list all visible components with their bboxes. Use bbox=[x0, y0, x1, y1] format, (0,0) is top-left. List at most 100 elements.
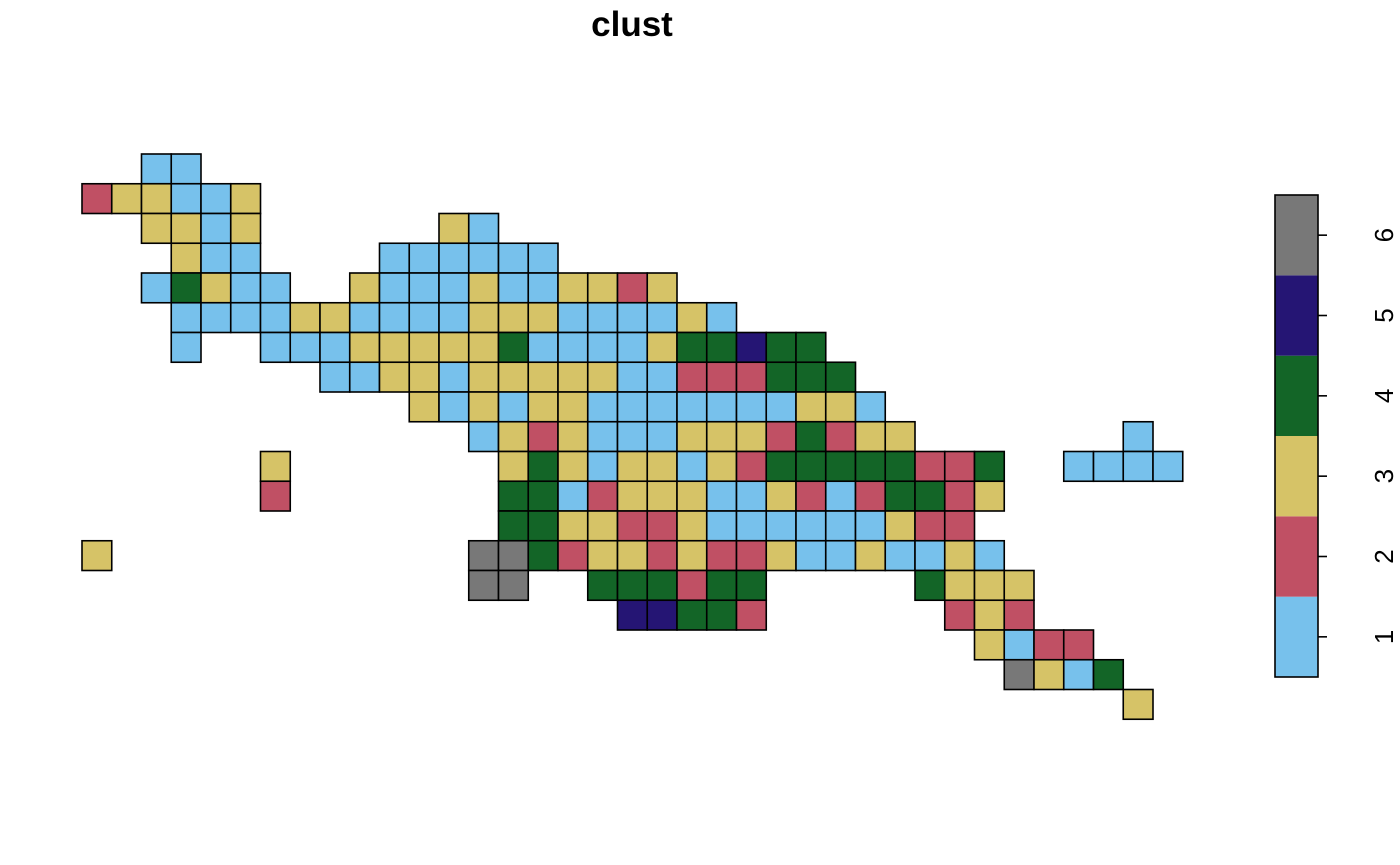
raster-cell bbox=[170, 182, 202, 215]
raster-cell bbox=[378, 272, 411, 304]
raster-cell bbox=[735, 450, 768, 483]
raster-cell bbox=[795, 391, 827, 423]
raster-cell bbox=[646, 331, 678, 364]
raster-cell bbox=[557, 361, 589, 393]
raster-cell bbox=[854, 420, 887, 453]
raster-cell bbox=[943, 480, 976, 512]
raster-cell bbox=[408, 331, 440, 364]
raster-cell bbox=[408, 301, 440, 334]
raster-cell bbox=[795, 450, 827, 483]
raster-cell bbox=[527, 301, 559, 334]
raster-cell bbox=[1033, 658, 1065, 691]
raster-cell bbox=[467, 569, 500, 602]
raster-cell bbox=[824, 480, 857, 512]
raster-cell bbox=[943, 599, 976, 631]
raster-cell bbox=[1003, 629, 1035, 661]
raster-cell bbox=[467, 242, 500, 274]
raster-cell bbox=[705, 510, 738, 542]
raster-cell bbox=[616, 599, 649, 631]
raster-cell bbox=[943, 510, 976, 542]
raster-cell bbox=[229, 212, 262, 245]
raster-cell bbox=[646, 420, 678, 453]
raster-cell bbox=[140, 212, 173, 245]
color-legend: 1 2 3 4 5 6 bbox=[1274, 194, 1399, 678]
raster-cell bbox=[497, 361, 530, 393]
raster-cell bbox=[1122, 450, 1154, 483]
raster-cell bbox=[378, 361, 411, 393]
raster-cell bbox=[705, 599, 738, 631]
raster-cell bbox=[438, 301, 470, 334]
raster-cell bbox=[973, 569, 1006, 602]
raster-cell bbox=[616, 450, 649, 483]
raster-cell bbox=[795, 480, 827, 512]
raster-cell bbox=[408, 242, 440, 274]
raster-cell bbox=[705, 420, 738, 453]
raster-cell bbox=[616, 510, 649, 542]
raster-cell bbox=[616, 331, 649, 364]
legend-tick-label: 6 bbox=[1369, 228, 1399, 242]
raster-cell bbox=[973, 450, 1006, 483]
raster-cell bbox=[200, 212, 232, 245]
raster-cell bbox=[497, 510, 530, 542]
raster-cell bbox=[229, 272, 262, 304]
raster-cell bbox=[735, 539, 768, 572]
raster-cell bbox=[557, 272, 589, 304]
raster-cell bbox=[765, 361, 797, 393]
raster-cell bbox=[735, 599, 768, 631]
legend-tick-label: 2 bbox=[1369, 549, 1399, 563]
raster-cell bbox=[676, 450, 708, 483]
raster-cell bbox=[646, 301, 678, 334]
raster-cell bbox=[914, 569, 946, 602]
raster-cell bbox=[795, 331, 827, 364]
raster-cell bbox=[1062, 658, 1095, 691]
raster-cell bbox=[408, 391, 440, 423]
raster-cell bbox=[259, 331, 292, 364]
raster-cell bbox=[616, 539, 649, 572]
raster-cell bbox=[81, 182, 113, 215]
raster-cell bbox=[705, 539, 738, 572]
raster-cell bbox=[557, 539, 589, 572]
raster-cell bbox=[646, 569, 678, 602]
raster-cell bbox=[140, 153, 173, 185]
raster-cell bbox=[676, 301, 708, 334]
raster-cell bbox=[527, 331, 559, 364]
raster-cell bbox=[586, 420, 619, 453]
raster-cell bbox=[616, 391, 649, 423]
raster-cell bbox=[527, 510, 559, 542]
raster-cell bbox=[1003, 599, 1035, 631]
raster-cell bbox=[378, 301, 411, 334]
raster-cell bbox=[914, 450, 946, 483]
raster-cell bbox=[1122, 420, 1154, 453]
raster-cell bbox=[527, 361, 559, 393]
raster-cell bbox=[378, 331, 411, 364]
raster-cell bbox=[854, 391, 887, 423]
raster-cell bbox=[1092, 658, 1125, 691]
raster-cell bbox=[705, 331, 738, 364]
raster-cell bbox=[586, 510, 619, 542]
legend-swatch bbox=[1275, 516, 1318, 597]
raster-cell bbox=[795, 539, 827, 572]
raster-cell bbox=[259, 480, 292, 512]
raster-cell bbox=[973, 599, 1006, 631]
raster-cell bbox=[884, 480, 916, 512]
raster-cell bbox=[884, 420, 916, 453]
legend-swatch bbox=[1275, 195, 1318, 276]
raster-cell bbox=[229, 182, 262, 215]
raster-cell bbox=[348, 331, 381, 364]
raster-cell bbox=[616, 420, 649, 453]
raster-cell bbox=[467, 420, 500, 453]
raster-cell bbox=[973, 629, 1006, 661]
raster-cell bbox=[765, 450, 797, 483]
raster-cell bbox=[229, 242, 262, 274]
raster-cell bbox=[676, 331, 708, 364]
raster-cell bbox=[854, 480, 887, 512]
raster-cell bbox=[170, 153, 202, 185]
raster-cell bbox=[259, 450, 292, 483]
raster-cell bbox=[259, 301, 292, 334]
raster-cell bbox=[914, 510, 946, 542]
raster-cell bbox=[378, 242, 411, 274]
legend-tick-label: 1 bbox=[1369, 630, 1399, 644]
raster-cell bbox=[557, 480, 589, 512]
raster-cell bbox=[1152, 450, 1184, 483]
raster-cell bbox=[824, 391, 857, 423]
